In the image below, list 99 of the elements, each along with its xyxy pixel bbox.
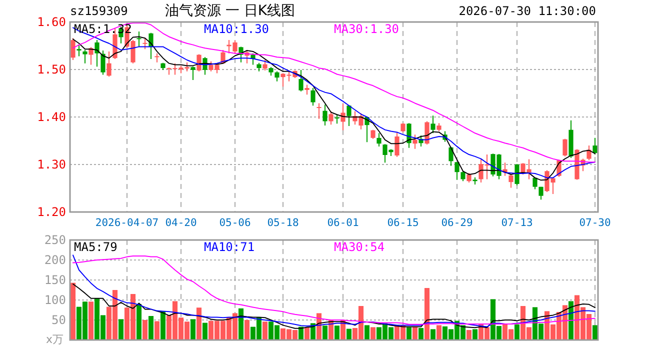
candlestick [400, 122, 406, 133]
chart-subtitle: sz159309 [70, 4, 128, 18]
y-tick-label: 200 [44, 253, 66, 267]
bar [196, 308, 202, 340]
bar [568, 301, 574, 340]
candlestick [514, 164, 520, 186]
candlestick [394, 132, 400, 158]
candlestick [100, 50, 106, 76]
candlestick [304, 84, 310, 96]
candlestick [508, 174, 514, 188]
bar [430, 329, 436, 340]
text: x万 [46, 333, 64, 346]
candlestick [298, 69, 304, 92]
x-tick-label: 04-20 [165, 217, 197, 229]
x-tick-label: 2026-04-07 [95, 217, 159, 229]
bar [514, 324, 520, 340]
y-tick-label: 1.30 [37, 158, 66, 172]
bar [424, 288, 430, 340]
candlestick [454, 162, 460, 180]
candlestick [412, 134, 418, 150]
x-tick-label: 05-06 [219, 217, 251, 229]
bar [244, 320, 250, 340]
y-tick-label: 1.60 [37, 15, 66, 29]
bar [136, 304, 142, 340]
y-tick-label: 1.20 [37, 205, 66, 219]
candlestick [196, 54, 202, 72]
candlestick [316, 102, 322, 120]
legend: MA10:1.30 [204, 22, 270, 36]
bar [472, 329, 478, 340]
candlestick [466, 172, 472, 184]
text: 2026-07-30 11:30:00 [458, 4, 596, 18]
x-tick-label: 05-18 [267, 217, 299, 229]
candlestick [328, 110, 334, 126]
bar [154, 321, 160, 340]
candlestick [262, 60, 268, 71]
x-tick-label: 06-01 [327, 217, 359, 229]
candlestick [448, 146, 454, 166]
legend: MA5:79 [74, 240, 118, 254]
bar [142, 320, 148, 340]
bar [118, 319, 124, 340]
candlestick [322, 104, 328, 126]
candlestick [82, 50, 88, 64]
candlestick [340, 103, 346, 131]
bar [406, 327, 412, 340]
x-tick-label: 07-13 [501, 217, 533, 229]
legend: MA30:54 [334, 240, 385, 254]
candlestick [406, 122, 412, 148]
line-series [72, 284, 596, 329]
bar [592, 325, 598, 340]
candlestick [106, 50, 112, 78]
y-tick-label: 150 [44, 273, 66, 287]
chart-title: 油气资源 一 日K线图 [164, 3, 296, 19]
bar [364, 325, 370, 340]
candlestick [274, 70, 280, 82]
bar [238, 308, 244, 340]
candlestick [376, 132, 382, 147]
y-tick-label: 1.50 [37, 62, 66, 76]
candlestick [190, 66, 196, 80]
candlestick [310, 88, 316, 106]
candlestick [76, 44, 82, 57]
x-tick-label: 06-15 [387, 217, 419, 229]
bar [202, 322, 208, 340]
candlestick [370, 129, 376, 140]
bar [346, 328, 352, 340]
y-tick-label: 250 [44, 233, 66, 247]
bar [304, 328, 310, 340]
x-tick-label: 06-29 [441, 217, 473, 229]
bar [322, 326, 328, 340]
legend: MA10:71 [204, 240, 255, 254]
candlestick [430, 115, 436, 134]
bar [262, 322, 268, 340]
bar [412, 326, 418, 340]
candlestick [70, 38, 76, 60]
bar [334, 326, 340, 340]
bar [160, 311, 166, 340]
bar [88, 302, 94, 340]
legend: MA30:1.30 [334, 22, 400, 36]
bar [418, 328, 424, 340]
y-tick-label: 50 [52, 313, 66, 327]
candlestick [88, 46, 94, 66]
candlestick [142, 38, 148, 50]
bar [436, 325, 442, 340]
candlestick [562, 138, 568, 157]
bar [466, 330, 472, 340]
bar [370, 327, 376, 340]
bar [148, 316, 154, 340]
y-tick-label: 100 [44, 293, 66, 307]
candlestick [424, 120, 430, 146]
candlestick [460, 170, 466, 182]
candlestick [592, 137, 598, 156]
candlestick [334, 114, 340, 124]
candlestick [136, 31, 142, 48]
x-tick-label: 07-30 [579, 217, 611, 229]
candlestick [538, 186, 544, 200]
y-tick-label: 1.40 [37, 110, 66, 124]
candlestick [154, 52, 160, 63]
bar [190, 319, 196, 340]
candlestick [346, 104, 352, 127]
candlestick [94, 40, 100, 68]
